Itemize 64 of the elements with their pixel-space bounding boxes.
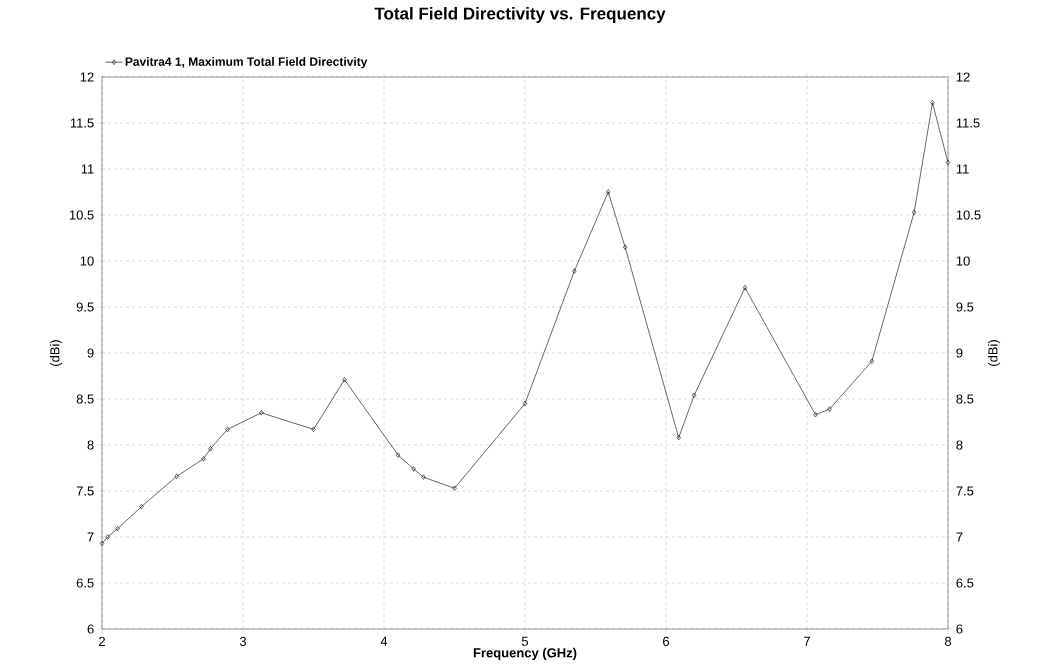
point: [225, 426, 230, 433]
point: [912, 209, 917, 215]
point: [742, 284, 748, 291]
y-tick-label: 6.5: [76, 578, 94, 588]
y2-tick-label: 6.5: [956, 578, 974, 588]
point: [174, 473, 179, 479]
y-tick-label: 11.5: [70, 118, 94, 128]
y-tick-label: 12: [80, 72, 94, 82]
x-tick-label: 7: [804, 636, 810, 646]
y2-tick-label: 7: [956, 532, 963, 542]
point: [452, 485, 457, 491]
y2-tick-label: 11.5: [956, 118, 980, 128]
y2-axis-title: (dBi): [987, 340, 1001, 366]
y-tick-label: 11: [81, 164, 94, 174]
y-tick-label: 7: [87, 532, 94, 542]
point: [813, 411, 818, 418]
point: [411, 466, 416, 472]
y2-tick-label: 12: [956, 72, 970, 82]
y2-tick-label: 9: [956, 348, 963, 358]
point: [259, 410, 264, 416]
point: [692, 392, 697, 399]
point: [105, 534, 110, 540]
y-tick-label: 9.5: [76, 302, 94, 312]
point: [676, 434, 681, 441]
point: [827, 406, 832, 412]
y2-tick-label: 11: [956, 164, 969, 174]
point: [201, 456, 206, 462]
y2-tick-label: 10: [956, 256, 970, 266]
y2-tick-label: 10.5: [956, 210, 981, 220]
point: [522, 400, 528, 407]
y2-tick-label: 7.5: [956, 486, 974, 496]
point: [342, 376, 347, 383]
point: [396, 452, 401, 458]
y-tick-label: 7.5: [76, 486, 94, 496]
y-axis-title: (dBi): [49, 340, 63, 366]
y-tick-label: 8: [87, 440, 94, 450]
x-tick-label: 3: [239, 636, 247, 646]
y2-tick-label: 8: [956, 440, 963, 450]
point: [869, 358, 874, 364]
y2-tick-label: 6: [956, 624, 963, 634]
y2-tick-label: 9.5: [956, 302, 974, 312]
legend-label: Pavitra4 1, Maximum Total Field Directivity: [125, 57, 368, 69]
x-tick-label: 8: [944, 636, 952, 646]
point: [139, 503, 144, 510]
point: [930, 100, 935, 106]
x-tick-label: 2: [99, 636, 105, 646]
point: [572, 268, 577, 274]
point: [311, 426, 316, 433]
point: [115, 526, 120, 532]
x-axis-title: Frequency (GHz): [473, 647, 577, 660]
x-tick-label: 6: [663, 636, 670, 646]
x-tick-label: 4: [380, 636, 388, 646]
y-tick-label: 8.5: [76, 394, 94, 404]
point: [421, 474, 426, 480]
y-tick-label: 9: [87, 348, 94, 358]
y-tick-label: 10.5: [69, 210, 94, 220]
y-tick-label: 6: [87, 624, 94, 634]
y2-tick-label: 8.5: [956, 394, 974, 404]
y-tick-label: 10: [80, 256, 94, 266]
x-tick-label: 5: [521, 636, 529, 646]
chart-title: Total Field Directivity vs. Frequency: [374, 7, 666, 23]
point: [606, 189, 611, 195]
point: [623, 244, 628, 250]
point: [208, 445, 213, 452]
